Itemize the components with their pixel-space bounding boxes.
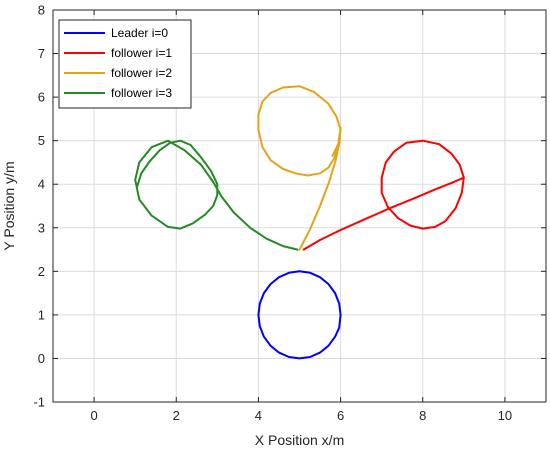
- plot-frame: [52, 9, 547, 403]
- y-axis-title: Y Position y/m: [1, 161, 17, 250]
- y-tick-label: 1: [38, 307, 45, 322]
- legend: Leader i=0 follower i=1 follower i=2 follow…: [58, 19, 192, 109]
- series-line-2: [257, 85, 342, 251]
- x-tick-label: 0: [90, 408, 97, 423]
- y-tick-label: 2: [38, 264, 45, 279]
- x-tick-label: 8: [419, 408, 426, 423]
- y-tick-label: 8: [38, 3, 45, 18]
- legend-label-1: follower i=1: [111, 46, 172, 60]
- legend-label-3: follower i=3: [111, 86, 172, 100]
- x-tick-label: 10: [498, 408, 512, 423]
- x-tick-label: 4: [255, 408, 262, 423]
- y-tick-label: 0: [38, 351, 45, 366]
- series-line-1: [302, 139, 465, 251]
- y-tick-label: 5: [38, 133, 45, 148]
- ticks: 0 2 4 6 8 10 -1 0 1 2 3 4 5 6 7 8: [33, 3, 546, 423]
- y-tick-label: 7: [38, 46, 45, 61]
- x-axis-title: X Position x/m: [255, 432, 344, 448]
- x-tick-label: 6: [337, 408, 344, 423]
- series-line-3: [134, 139, 299, 251]
- y-tick-label: 4: [38, 177, 45, 192]
- legend-label-2: follower i=2: [111, 66, 172, 80]
- y-tick-label: 6: [38, 90, 45, 105]
- legend-label-0: Leader i=0: [111, 26, 168, 40]
- x-tick-label: 2: [173, 408, 180, 423]
- y-tick-label: -1: [33, 395, 45, 410]
- series-line-0: [257, 270, 342, 360]
- y-tick-label: 3: [38, 220, 45, 235]
- series-lines: [134, 85, 465, 360]
